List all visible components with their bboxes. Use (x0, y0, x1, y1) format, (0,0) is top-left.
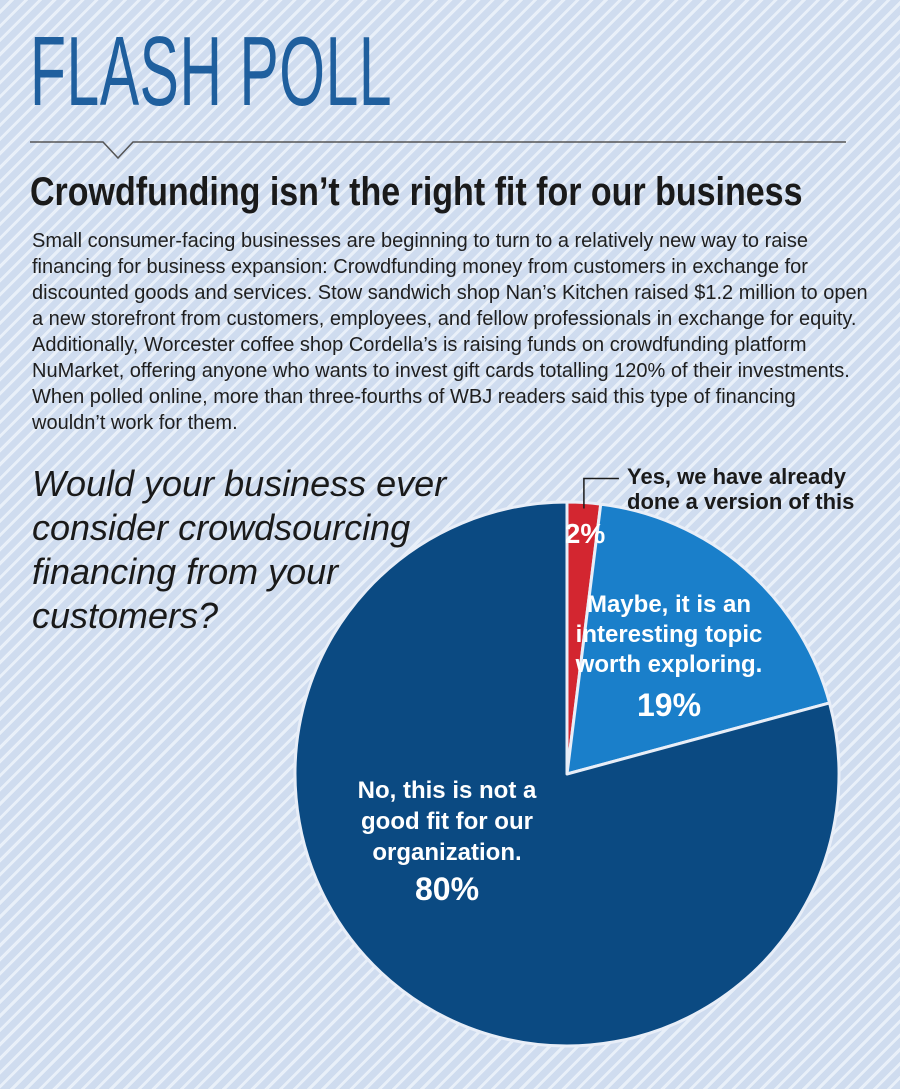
slice-label-no-line-2: good fit for our (361, 808, 533, 835)
slice-percent-yes: 2% (565, 518, 606, 549)
slice-label-maybe-line-2: interesting topic (576, 621, 763, 648)
slice-percent-maybe: 19% (637, 687, 701, 723)
pie-slice-maybe (565, 502, 832, 776)
intro-paragraph: Small consumer-facing businesses are beg… (32, 230, 868, 434)
slice-label-maybe-line-1: Maybe, it is an (587, 591, 751, 618)
slice-label-yes-line-1: Yes, we have already (627, 464, 847, 489)
headline: Crowdfunding isn’t the right fit for our… (30, 170, 803, 214)
slice-label-no-line-3: organization. (372, 839, 521, 866)
masthead-divider (30, 141, 846, 160)
slice-label-no-line-1: No, this is not a (358, 777, 537, 804)
masthead-title: FLASH POLL (30, 16, 393, 126)
pie-slice-no (293, 500, 841, 1048)
leader-line-yes (583, 477, 619, 509)
poll-question: Would your business ever consider crowds… (32, 463, 447, 636)
slice-label-maybe-line-3: worth exploring. (575, 651, 763, 678)
slice-label-yes-line-2: done a version of this (627, 489, 854, 514)
slice-percent-no: 80% (415, 871, 479, 907)
